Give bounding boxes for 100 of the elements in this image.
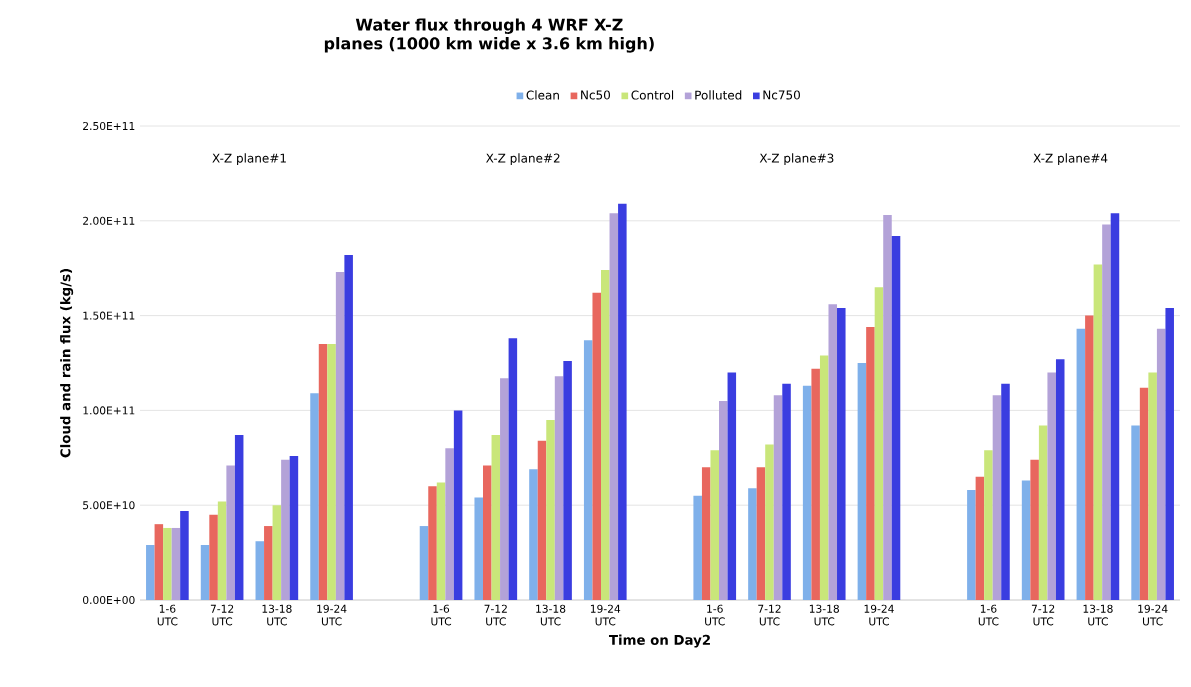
bar <box>1131 425 1140 600</box>
bar <box>310 393 319 600</box>
bar <box>264 526 273 600</box>
y-tick-label: 2.00E+11 <box>83 216 135 225</box>
x-tick-label: 7-12 UTC <box>1031 604 1055 626</box>
bar <box>1047 372 1056 600</box>
x-tick-label: 19-24 UTC <box>864 604 894 626</box>
bar <box>756 467 766 600</box>
bar <box>563 361 572 600</box>
bar <box>1030 459 1039 600</box>
bar <box>819 355 829 600</box>
x-tick-label: 19-24 UTC <box>1138 604 1168 626</box>
legend-label: Nc50 <box>581 90 610 100</box>
bar <box>419 526 429 600</box>
bar <box>891 235 901 600</box>
bar <box>1021 480 1031 600</box>
bar <box>1148 372 1157 600</box>
bar <box>209 514 218 600</box>
bar <box>529 469 538 600</box>
bar <box>601 270 610 600</box>
bar <box>154 524 164 600</box>
annotation: X-Z plane#1 <box>212 153 286 165</box>
annotation: X-Z plane#4 <box>1033 153 1108 165</box>
bar <box>1076 328 1086 600</box>
bar <box>453 410 463 600</box>
y-axis-title: Cloud and rain flux (kg/s) <box>60 269 74 458</box>
bar <box>436 482 446 600</box>
x-axis-title: Time on Day2 <box>608 634 710 648</box>
bar <box>482 465 492 600</box>
bar <box>883 215 892 600</box>
bar <box>592 292 601 600</box>
bar <box>609 213 619 600</box>
bar <box>255 541 265 600</box>
bar <box>200 545 210 600</box>
bar <box>748 488 757 600</box>
bar <box>281 459 290 600</box>
bar <box>857 363 867 600</box>
bar <box>335 271 345 600</box>
bar <box>782 383 791 600</box>
bar <box>146 545 155 600</box>
x-tick-label: 1-6 UTC <box>157 604 178 626</box>
bar <box>234 435 244 600</box>
bar <box>975 476 985 600</box>
bar <box>1110 213 1120 600</box>
bar <box>727 372 737 600</box>
bar <box>992 395 1002 600</box>
x-tick-label: 13-18 UTC <box>536 604 566 626</box>
x-tick-label: 7-12 UTC <box>758 604 781 626</box>
x-tick-label: 1-6 UTC <box>705 604 725 626</box>
bar <box>428 486 437 600</box>
bar <box>272 505 282 600</box>
bar <box>811 368 820 600</box>
bar <box>500 378 509 600</box>
bar <box>837 308 846 600</box>
bar <box>537 440 547 600</box>
bar <box>474 497 483 600</box>
y-tick-label: 0.00E+00 <box>83 595 135 605</box>
x-tick-label: 13-18 UTC <box>809 604 839 626</box>
bar <box>1038 425 1048 600</box>
x-tick-label: 1-6 UTC <box>431 604 452 626</box>
annotation: X-Z plane#2 <box>486 153 560 165</box>
legend-label: Nc750 <box>763 90 800 100</box>
x-tick-label: 1-6 UTC <box>978 604 999 626</box>
x-tick-label: 13-18 UTC <box>262 604 292 626</box>
y-tick-label: 2.50E+11 <box>83 121 135 131</box>
bar <box>693 495 702 600</box>
bar <box>226 465 235 600</box>
bar <box>773 395 783 600</box>
legend-label: Clean <box>526 90 559 100</box>
legend-label: Polluted <box>695 90 742 100</box>
bar <box>802 385 812 600</box>
bar <box>217 501 227 600</box>
annotation: X-Z plane#3 <box>759 153 834 165</box>
bar <box>1093 264 1103 600</box>
bar <box>765 444 774 600</box>
x-tick-label: 19-24 UTC <box>317 604 347 626</box>
bar <box>583 340 593 600</box>
y-tick-label: 1.50E+11 <box>83 311 135 320</box>
bar <box>984 450 993 600</box>
y-tick-label: 1.00E+11 <box>83 406 135 415</box>
bar <box>1001 383 1010 600</box>
bar <box>710 450 720 600</box>
bar <box>163 527 172 600</box>
x-tick-label: 13-18 UTC <box>1083 604 1113 626</box>
bar <box>967 490 976 600</box>
bar <box>289 455 299 600</box>
bar <box>546 419 555 600</box>
x-tick-label: 7-12 UTC <box>484 604 507 626</box>
bar <box>874 287 884 600</box>
chart-title: Water flux through 4 WRF X-Z planes (1000 km wide x 3.6 km high) <box>324 18 654 53</box>
bar <box>171 527 181 600</box>
x-tick-label: 7-12 UTC <box>210 604 234 626</box>
bar <box>344 254 353 600</box>
bar <box>618 203 627 600</box>
bar <box>180 510 189 600</box>
bar <box>327 344 336 600</box>
bar <box>318 344 328 600</box>
y-tick-label: 5.00E+10 <box>83 501 135 510</box>
bar <box>508 338 518 600</box>
bar <box>1139 387 1149 600</box>
